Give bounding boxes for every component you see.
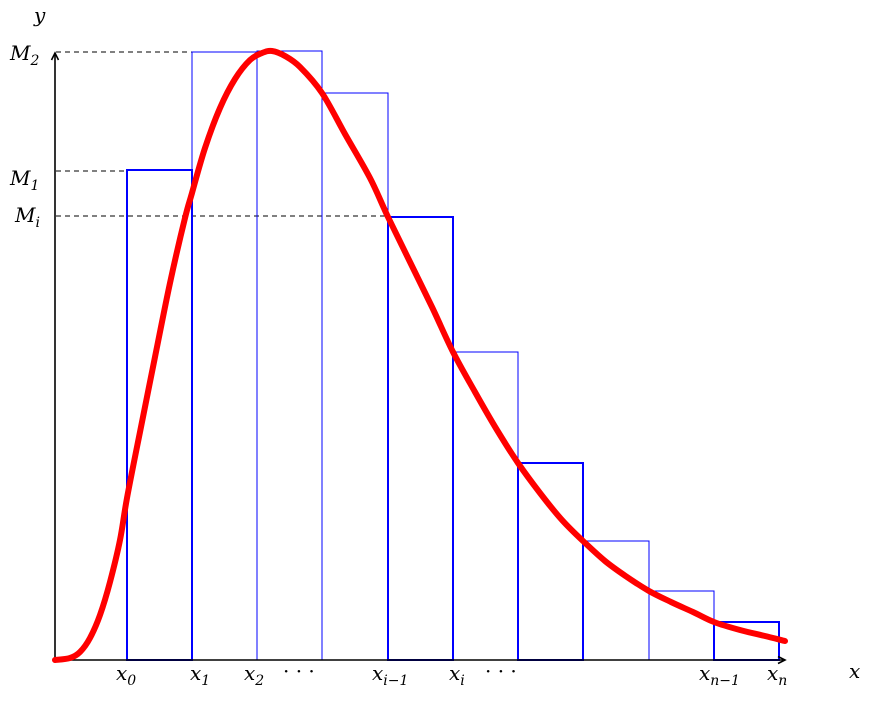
rectangle-9 <box>648 590 715 661</box>
x-axis-label: x <box>849 659 860 683</box>
rectangle-1 <box>126 169 193 661</box>
label-x-n-minus-1: xn−1 <box>699 661 740 689</box>
label-M1: M1 <box>9 166 39 194</box>
rectangle-4 <box>321 92 389 661</box>
label-x-i-minus-1: xi−1 <box>372 661 408 689</box>
rectangle-7 <box>517 462 584 661</box>
label-x2: x2 <box>244 661 264 689</box>
label-x0: x0 <box>116 661 136 689</box>
function-curve <box>52 47 788 663</box>
rectangle-6 <box>452 351 519 661</box>
y-axis-label: y <box>33 3 46 27</box>
ellipsis-1: · · · <box>283 659 315 683</box>
label-x1: x1 <box>190 661 210 689</box>
ellipsis-2: · · · <box>485 659 517 683</box>
label-x-n: xn <box>767 661 787 689</box>
rectangle-8 <box>582 540 650 661</box>
label-M2: M2 <box>9 41 39 69</box>
rectangle-2 <box>191 51 258 661</box>
rectangle-3 <box>256 50 323 661</box>
label-Mi: Mi <box>14 203 40 231</box>
label-x-i: xi <box>449 661 465 689</box>
